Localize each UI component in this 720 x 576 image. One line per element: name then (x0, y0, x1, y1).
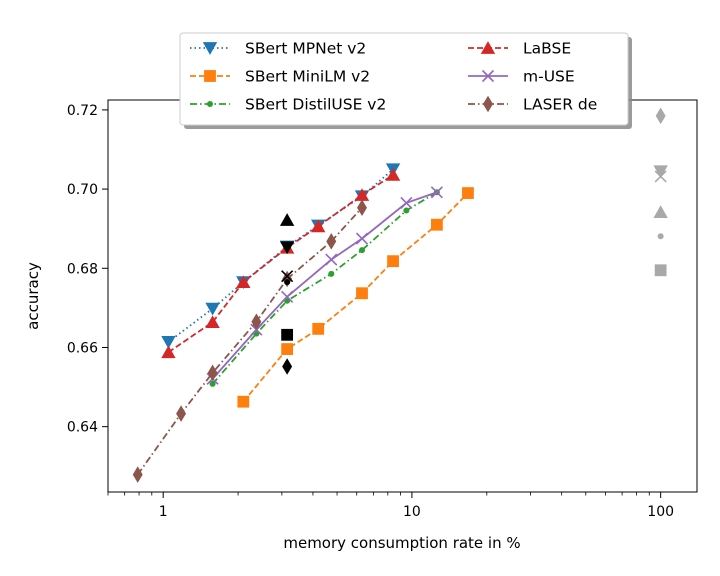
data-point (462, 187, 474, 199)
data-point (328, 270, 335, 277)
x-tick-label: 100 (647, 504, 674, 520)
axes: 1 10 100 0.64 0.66 0.68 0.70 0.72 (67, 103, 674, 520)
data-point (237, 395, 250, 408)
data-point (312, 322, 325, 335)
data-point (176, 405, 187, 422)
y-tick-label: 0.72 (67, 103, 98, 119)
full-memory-reference-point (657, 233, 664, 240)
data-point (161, 336, 176, 349)
data-point (205, 315, 220, 329)
full-memory-reference-point (653, 165, 668, 179)
legend-marker-6 (483, 95, 493, 113)
data-point (311, 219, 326, 233)
plot-frame (107, 99, 698, 493)
series-line-4 (167, 174, 394, 353)
x-tick-label: 1 (159, 504, 168, 520)
data-point (355, 232, 369, 245)
plot-area (107, 99, 698, 493)
legend-marker-2 (204, 70, 216, 82)
data-point (400, 196, 413, 210)
data-point (430, 186, 443, 199)
legend-label-1: SBert MPNet v2 (245, 40, 366, 58)
data-point (236, 275, 251, 289)
legend-marker-4 (480, 41, 496, 54)
black-reference-point (279, 213, 295, 226)
y-tick-label: 0.66 (67, 340, 98, 356)
data-point (385, 168, 401, 181)
legend-marker-5 (481, 69, 495, 83)
data-point (251, 313, 262, 331)
black-reference-point (284, 279, 291, 286)
legend-marker-1 (202, 42, 218, 55)
y-axis-label: accuracy (24, 262, 42, 330)
x-axis-label: memory consumption rate in % (283, 534, 520, 552)
legend-marker-3 (207, 101, 213, 107)
y-tick-label: 0.70 (67, 182, 98, 198)
legend-label-4: LaBSE (523, 40, 571, 58)
data-point (161, 345, 176, 359)
legend: SBert MPNet v2 SBert MiniLM v2 SBert Disti… (179, 32, 632, 129)
black-reference-point (279, 241, 295, 255)
y-tick-label: 0.64 (67, 420, 98, 436)
data-point (430, 218, 443, 231)
data-point (207, 364, 218, 382)
data-point (326, 233, 337, 250)
legend-box (179, 32, 629, 126)
black-reference-point (281, 328, 294, 341)
full-memory-reference-point (655, 107, 666, 125)
data-point (403, 207, 410, 214)
x-tick-label: 10 (403, 504, 421, 520)
black-reference-point (282, 358, 293, 375)
data-point (281, 343, 294, 355)
series-line-3 (211, 191, 438, 385)
data-point (132, 466, 143, 483)
legend-label-2: SBert MiniLM v2 (245, 68, 370, 86)
black-reference-point (281, 270, 294, 283)
full-memory-reference-point (654, 264, 667, 277)
data-point (357, 199, 367, 216)
full-memory-reference-point (653, 205, 668, 218)
legend-label-5: m-USE (523, 68, 575, 86)
y-tick-label: 0.68 (67, 261, 98, 277)
data-point (359, 247, 366, 254)
data-point (281, 290, 294, 303)
data-point (387, 255, 399, 268)
legend-label-6: LASER de (523, 96, 597, 114)
data-point (209, 380, 216, 387)
data-point (325, 253, 338, 266)
full-memory-reference-point (654, 170, 667, 183)
data-point (205, 302, 220, 316)
legend-label-3: SBert DistilUSE v2 (245, 96, 386, 114)
data-point (356, 287, 368, 300)
